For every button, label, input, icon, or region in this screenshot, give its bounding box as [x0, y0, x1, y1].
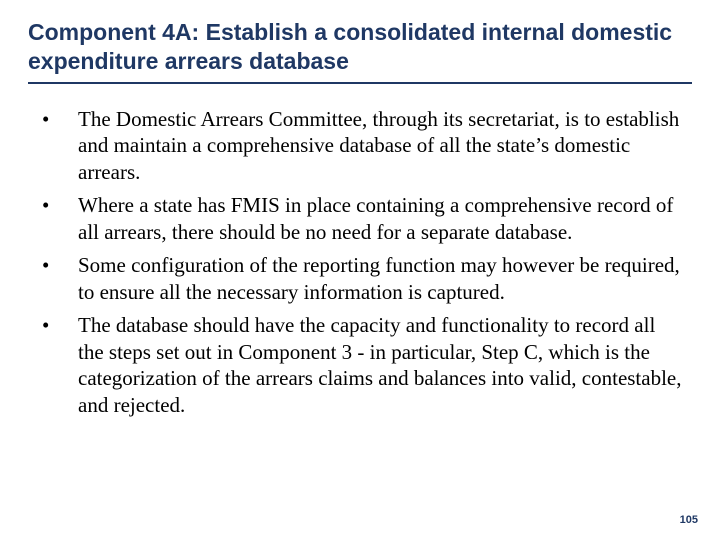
page-number: 105 — [680, 514, 698, 526]
bullet-list: The Domestic Arrears Committee, through … — [28, 106, 692, 420]
list-item: Where a state has FMIS in place containi… — [36, 192, 684, 246]
list-item: The database should have the capacity an… — [36, 312, 684, 420]
list-item: Some configuration of the reporting func… — [36, 252, 684, 306]
list-item: The Domestic Arrears Committee, through … — [36, 106, 684, 187]
slide: Component 4A: Establish a consolidated i… — [0, 0, 720, 540]
slide-title: Component 4A: Establish a consolidated i… — [28, 18, 692, 84]
